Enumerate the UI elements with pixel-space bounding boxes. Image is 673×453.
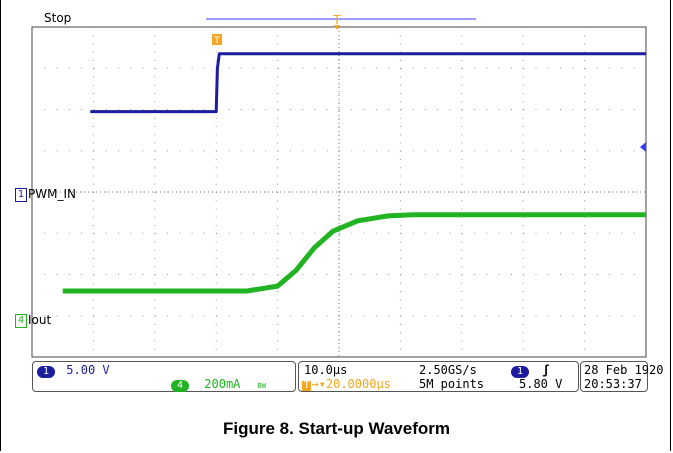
- ch4-bw-limit: BW: [257, 382, 267, 390]
- trigger-position: T →▾20.0000µs: [302, 377, 391, 391]
- vertical-settings-box: 1 5.00 V 4 200mA BW: [32, 361, 296, 392]
- acquisition-status: Stop: [44, 11, 72, 25]
- ch4-badge: 4: [15, 313, 27, 328]
- sample-rate: 2.50GS/s: [419, 363, 477, 377]
- trigger-level-marker: [640, 142, 646, 152]
- ch4-scale: 200mA: [204, 377, 241, 391]
- time: 20:53:37: [584, 377, 642, 391]
- date: 28 Feb 1920: [584, 363, 664, 377]
- record-length: 5M points: [419, 377, 485, 391]
- oscilloscope-screen: T T: [31, 13, 647, 358]
- horizontal-settings-box: 10.0µs 2.50GS/s T →▾20.0000µs 5M points 1…: [298, 361, 579, 392]
- ch1-number: 1: [37, 366, 56, 378]
- status-bar: 1 5.00 V 4 200mA BW 10.0µs 2.50GS/s T →▾2…: [32, 361, 663, 392]
- ch1-label: 1 PWM_IN: [15, 187, 76, 202]
- trace-iout: [62, 212, 646, 294]
- ch1-name: PWM_IN: [28, 187, 76, 201]
- trigger-level: 5.80 V: [519, 377, 563, 391]
- ch4-name: Iout: [28, 313, 52, 327]
- svg-text:T: T: [213, 36, 220, 46]
- traces: [62, 52, 646, 294]
- graticule: [32, 27, 646, 357]
- trigger-pos-marker: T: [332, 13, 341, 30]
- timebase: 10.0µs: [304, 363, 348, 377]
- trigger-source: 1: [511, 366, 530, 378]
- trigger-slope: ʃ: [542, 363, 550, 377]
- ch1-scale: 5.00 V: [66, 363, 110, 377]
- ch4-label: 4 Iout: [15, 313, 51, 328]
- figure-caption: Figure 8. Start-up Waveform: [222, 419, 450, 438]
- trigger-time-marker: T: [212, 34, 222, 46]
- ch1-badge: 1: [15, 187, 27, 202]
- ch4-number: 4: [171, 380, 190, 392]
- svg-text:T: T: [332, 13, 341, 27]
- trace-pwm-in: [90, 52, 646, 114]
- datetime-box: 28 Feb 1920 20:53:37: [580, 361, 663, 392]
